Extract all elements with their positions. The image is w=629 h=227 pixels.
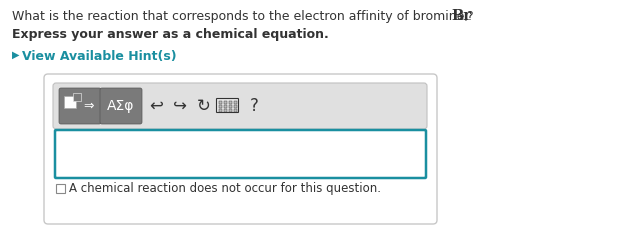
- Text: ⇒: ⇒: [84, 99, 94, 113]
- Bar: [73, 93, 81, 101]
- Text: View Available Hint(s): View Available Hint(s): [22, 50, 177, 63]
- Text: ↩: ↩: [149, 97, 163, 115]
- Text: Br: Br: [451, 9, 471, 23]
- FancyBboxPatch shape: [100, 88, 142, 124]
- Text: ↪: ↪: [173, 97, 187, 115]
- Bar: [224, 101, 227, 104]
- Bar: [234, 101, 237, 104]
- FancyBboxPatch shape: [44, 74, 437, 224]
- Bar: [234, 105, 237, 108]
- Text: Express your answer as a chemical equation.: Express your answer as a chemical equati…: [12, 28, 329, 41]
- Text: ▶: ▶: [12, 50, 19, 60]
- Text: ↻: ↻: [197, 97, 211, 115]
- Text: What is the reaction that corresponds to the electron affinity of bromine,: What is the reaction that corresponds to…: [12, 10, 472, 23]
- Bar: [56, 184, 65, 193]
- Text: ?: ?: [250, 97, 259, 115]
- Text: ?: ?: [466, 10, 472, 23]
- Bar: [224, 105, 227, 108]
- FancyBboxPatch shape: [55, 130, 426, 178]
- Bar: [229, 109, 232, 111]
- Bar: [224, 109, 227, 111]
- Bar: [229, 101, 232, 104]
- Bar: [229, 105, 232, 108]
- Bar: [234, 109, 237, 111]
- FancyBboxPatch shape: [53, 83, 427, 129]
- Bar: [219, 101, 222, 104]
- FancyBboxPatch shape: [59, 88, 101, 124]
- Text: AΣφ: AΣφ: [108, 99, 135, 113]
- FancyBboxPatch shape: [216, 99, 238, 113]
- Bar: [219, 109, 222, 111]
- Bar: [219, 105, 222, 108]
- Bar: [64, 96, 76, 108]
- Text: A chemical reaction does not occur for this question.: A chemical reaction does not occur for t…: [69, 182, 381, 195]
